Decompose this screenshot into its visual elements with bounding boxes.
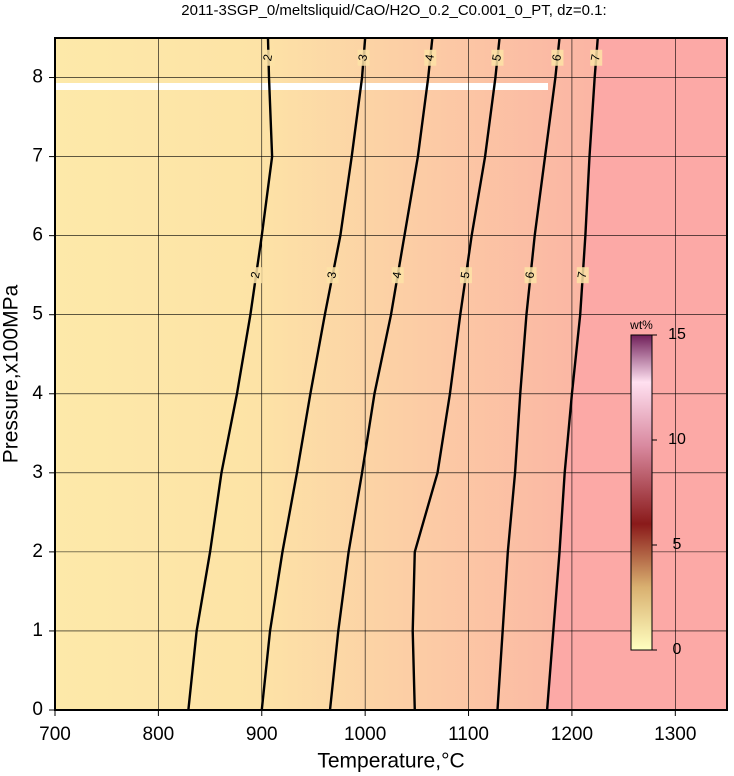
contour-label-bg <box>590 49 603 66</box>
y-tick-label: 8 <box>32 67 43 88</box>
contour-label-bg <box>391 267 404 284</box>
contour-label: 2 <box>248 270 263 279</box>
contour-label: 4 <box>422 53 437 62</box>
x-tick-label: 1300 <box>654 724 696 745</box>
contour-line <box>260 37 367 711</box>
y-tick-label: 3 <box>32 462 43 483</box>
y-tick-label: 1 <box>32 620 43 641</box>
contour-label: 7 <box>574 270 589 279</box>
x-tick-label: 1100 <box>448 724 489 745</box>
contour-label-bg <box>459 267 472 284</box>
contour-label: 6 <box>522 270 537 279</box>
contour-line <box>411 37 501 711</box>
x-tick-label: 1000 <box>344 724 386 745</box>
contour-label-bg <box>491 49 504 66</box>
contour-label-bg <box>576 267 589 284</box>
contour-label-bg <box>262 49 275 66</box>
colorbar <box>630 334 653 651</box>
contour-line <box>328 37 434 711</box>
y-tick-label: 7 <box>32 146 43 167</box>
colorbar-label: wt% <box>629 318 653 332</box>
contour-line <box>187 37 274 711</box>
contour-label-bg <box>424 49 437 66</box>
contour-label: 2 <box>260 53 275 62</box>
contour-label: 5 <box>458 270 473 279</box>
y-axis-label: Pressure,x100MPa <box>0 284 23 463</box>
contour-label-bg <box>326 267 339 284</box>
contour-label: 6 <box>549 53 564 62</box>
y-tick-label: 4 <box>32 383 43 404</box>
contour-label-bg <box>524 267 537 284</box>
x-axis-label: Temperature,°C <box>317 750 464 773</box>
x-tick-label: 700 <box>39 724 71 745</box>
contour-line <box>545 37 599 711</box>
colorbar-tick-label: 10 <box>668 431 686 448</box>
contour-label: 4 <box>389 270 404 279</box>
contour-label: 7 <box>588 53 603 62</box>
colorbar-tick-label: 5 <box>673 536 682 553</box>
y-tick-label: 6 <box>32 225 43 246</box>
colorbar-tick-label: 15 <box>668 326 686 343</box>
contour-label: 5 <box>489 53 504 62</box>
contour-label: 3 <box>324 270 339 279</box>
frame <box>54 37 728 711</box>
y-tick-label: 0 <box>32 699 43 720</box>
contour-label-bg <box>551 49 564 66</box>
x-tick-label: 1200 <box>551 724 593 745</box>
contour-label-bg <box>357 49 370 66</box>
x-tick-label: 900 <box>246 724 278 745</box>
y-tick-label: 5 <box>32 304 43 325</box>
blank-band <box>55 83 548 90</box>
x-tick-label: 800 <box>143 724 175 745</box>
colorbar-tick-label: 0 <box>673 641 682 658</box>
y-tick-label: 2 <box>32 541 43 562</box>
contour-label-bg <box>250 267 263 284</box>
contour-line <box>496 37 561 711</box>
chart-title: 2011-3SGP_0/meltsliquid/CaO/H2O_0.2_C0.0… <box>181 2 606 19</box>
contour-label: 3 <box>355 53 370 62</box>
